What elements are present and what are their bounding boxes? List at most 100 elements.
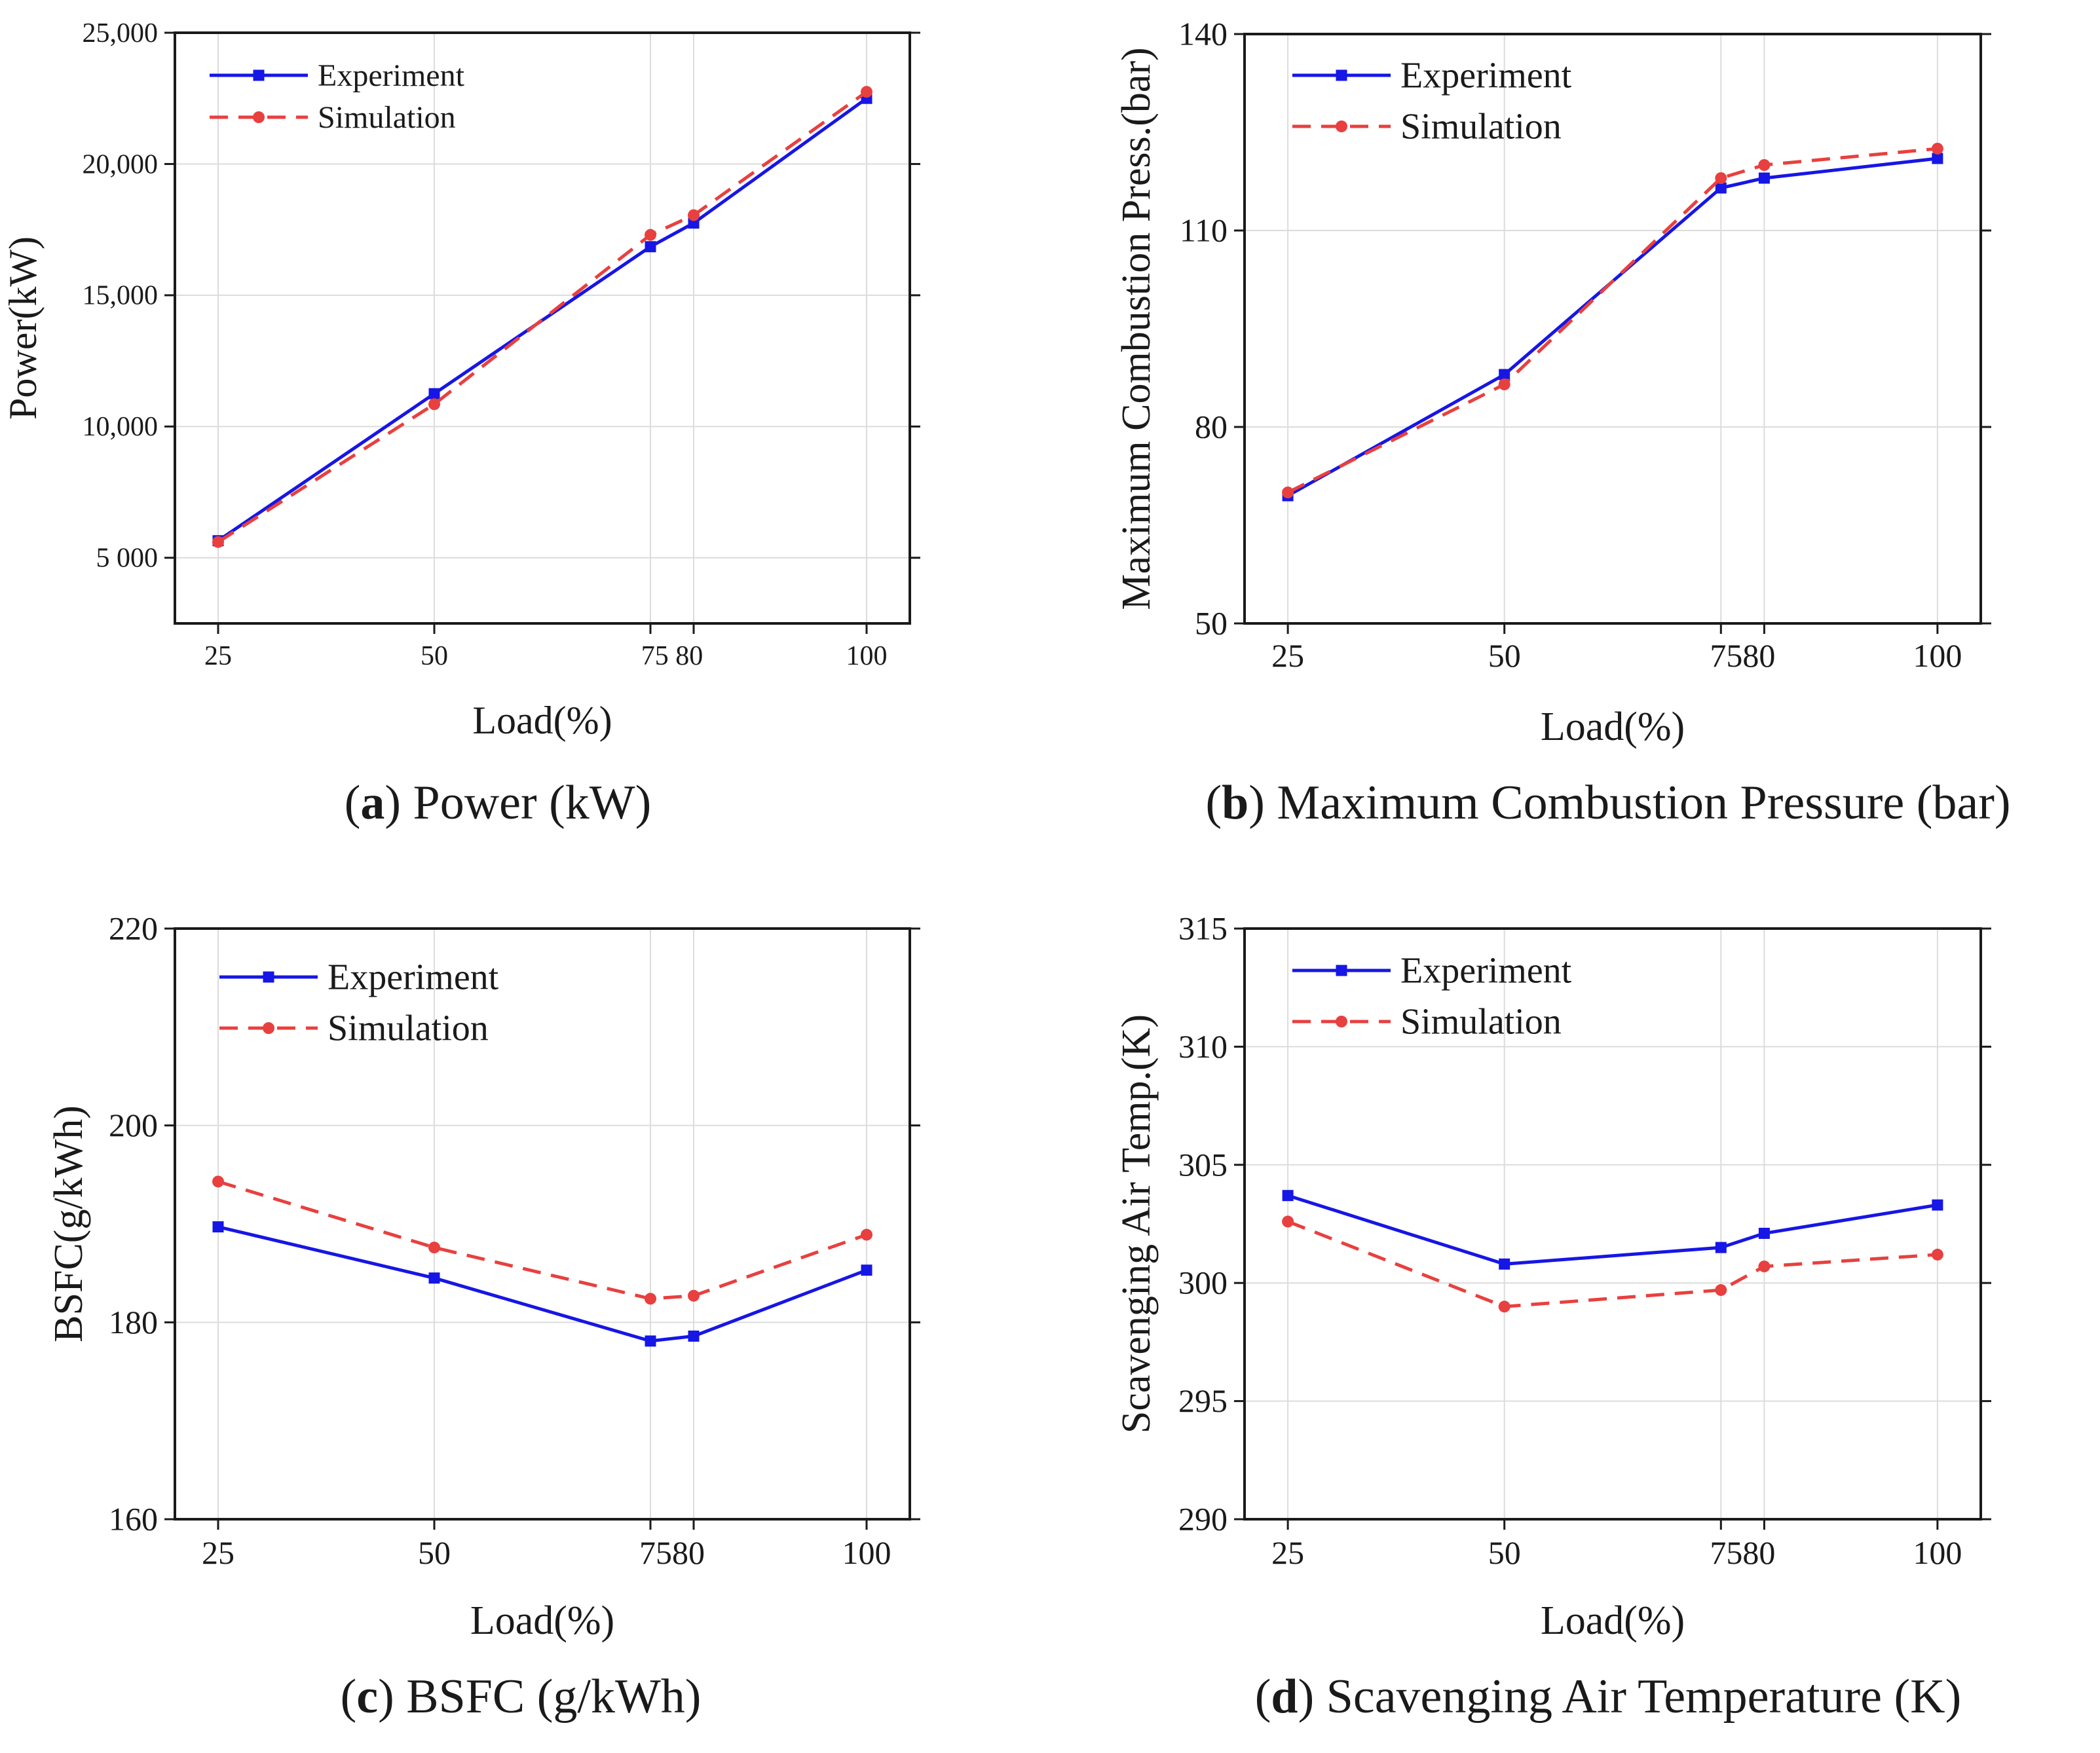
scavenging-x-tick-label: 100	[1913, 1534, 1962, 1571]
chart-panel-power: 25 50 75 80 100 5 000 10,000 15,000 20,000 25,00…	[1, 18, 920, 830]
power-x-axis-label: Load(%)	[472, 699, 612, 742]
scavenging-x-tick-label: 50	[1488, 1534, 1521, 1571]
pressure-legend-simulation-marker	[1336, 120, 1347, 132]
pressure-caption-text: ) Maximum Combustion Pressure (bar)	[1248, 776, 2010, 830]
pressure-caption-letter: b	[1222, 776, 1248, 830]
pressure-legend-experiment-marker	[1336, 69, 1347, 81]
pressure-simulation-point	[1498, 378, 1510, 390]
scavenging-legend-simulation-marker	[1336, 1016, 1347, 1027]
scavenging-experiment-point	[1932, 1199, 1943, 1211]
pressure-experiment-point	[1715, 182, 1727, 194]
scavenging-caption-open-paren: (	[1255, 1670, 1271, 1724]
pressure-caption: (b) Maximum Combustion Pressure (bar)	[1205, 776, 2010, 830]
power-experiment-line	[217, 97, 868, 542]
chart-panel-bsfc: 25 50 7580 100 160 180 200 220 Load(%) BSFC(g/kWh…	[47, 910, 920, 1724]
pressure-experiment-point	[1499, 369, 1510, 380]
power-y-axis-label: Power(kW)	[1, 236, 45, 420]
pressure-x-tick-label: 25	[1271, 637, 1304, 674]
power-caption-text: ) Power (kW)	[384, 776, 651, 830]
scavenging-experiment-line	[1287, 1194, 1938, 1266]
bsfc-x-tick-label: 50	[418, 1534, 451, 1571]
scavenging-y-tick-label: 310	[1178, 1028, 1228, 1065]
bsfc-series-experiment	[212, 1221, 872, 1347]
power-simulation-point	[688, 209, 700, 221]
bsfc-caption: (c) BSFC (g/kWh)	[341, 1670, 702, 1724]
power-caption-open-paren: (	[345, 776, 361, 830]
bsfc-caption-text: ) BSFC (g/kWh)	[378, 1670, 701, 1724]
pressure-x-tick-label: 50	[1488, 637, 1521, 674]
scavenging-legend: Experiment Simulation	[1292, 950, 1572, 1042]
scavenging-experiment-point	[1282, 1190, 1294, 1202]
bsfc-x-axis-label: Load(%)	[470, 1598, 614, 1643]
scavenging-y-tick-label: 300	[1178, 1264, 1228, 1301]
power-y-tick-label: 25,000	[83, 18, 159, 48]
scavenging-simulation-point	[1282, 1215, 1294, 1228]
scavenging-simulation-point	[1931, 1248, 1943, 1261]
scavenging-legend-simulation-label: Simulation	[1400, 1001, 1562, 1042]
bsfc-simulation-point	[645, 1293, 656, 1305]
scavenging-experiment-point	[1758, 1227, 1770, 1239]
scavenging-y-tick-label: 290	[1178, 1501, 1228, 1538]
scavenging-x-tick-label: 7580	[1710, 1534, 1775, 1571]
bsfc-x-tick-label: 100	[842, 1534, 891, 1571]
scavenging-simulation-point	[1498, 1301, 1510, 1313]
power-experiment-point	[428, 388, 440, 399]
pressure-x-tick-label: 7580	[1710, 637, 1775, 674]
bsfc-experiment-point	[645, 1335, 656, 1347]
pressure-x-axis-label: Load(%)	[1541, 705, 1685, 749]
pressure-y-tick-label: 50	[1195, 605, 1228, 642]
power-series-simulation	[212, 86, 872, 548]
bsfc-simulation-point	[688, 1289, 700, 1302]
pressure-experiment-line	[1286, 157, 1938, 498]
scavenging-simulation-point	[1758, 1260, 1771, 1272]
scavenging-x-tick-label: 25	[1271, 1534, 1304, 1571]
bsfc-caption-open-paren: (	[341, 1670, 357, 1724]
bsfc-experiment-point	[861, 1264, 872, 1276]
bsfc-axes-frame	[174, 927, 911, 1521]
pressure-y-tick-label: 140	[1178, 16, 1228, 52]
scavenging-legend-experiment-marker	[1336, 965, 1347, 976]
power-simulation-point	[645, 229, 656, 241]
power-x-tick-label: 75 80	[641, 641, 703, 671]
pressure-caption-open-paren: (	[1205, 776, 1222, 830]
power-y-tick-label: 20,000	[83, 149, 159, 179]
pressure-simulation-point	[1715, 172, 1727, 184]
bsfc-simulation-point	[861, 1228, 872, 1241]
pressure-y-axis-label: Maximum Combustion Press.(bar)	[1114, 47, 1159, 610]
power-y-tick-label: 10,000	[83, 412, 159, 442]
power-simulation-point	[212, 536, 224, 548]
scavenging-y-tick-label: 295	[1178, 1382, 1228, 1419]
power-simulation-point	[428, 398, 440, 411]
pressure-experiment-point	[1932, 153, 1943, 164]
power-x-tick-label: 25	[204, 641, 232, 671]
scavenging-x-axis-label: Load(%)	[1541, 1598, 1685, 1643]
pressure-simulation-point	[1931, 143, 1943, 155]
scavenging-axes-frame	[1243, 927, 1982, 1521]
scavenging-y-axis-label: Scavenging Air Temp.(K)	[1114, 1014, 1159, 1433]
pressure-simulation-point	[1758, 159, 1771, 171]
chart-panel-pressure: 25 50 7580 100 50 80 110 140 Load(%) Maximum Comb…	[1114, 16, 2011, 830]
power-x-tick-label: 50	[421, 641, 448, 671]
bsfc-experiment-point	[212, 1221, 224, 1233]
power-legend-experiment-label: Experiment	[318, 58, 465, 93]
pressure-experiment-point	[1758, 172, 1770, 184]
bsfc-x-tick-label: 7580	[639, 1534, 705, 1571]
pressure-legend-simulation-label: Simulation	[1400, 106, 1562, 147]
scavenging-simulation-point	[1715, 1284, 1727, 1297]
scavenging-y-tick-label: 305	[1178, 1146, 1228, 1183]
pressure-series-simulation	[1282, 143, 1943, 498]
pressure-legend: Experiment Simulation	[1292, 55, 1572, 147]
bsfc-experiment-point	[688, 1330, 700, 1342]
bsfc-legend-simulation-label: Simulation	[328, 1008, 489, 1048]
bsfc-series-simulation	[212, 1175, 872, 1305]
scavenging-caption-text: ) Scavenging Air Temperature (K)	[1298, 1670, 1962, 1724]
power-y-tick-label: 15,000	[83, 281, 159, 311]
power-legend-simulation-label: Simulation	[318, 100, 456, 135]
scavenging-experiment-point	[1499, 1258, 1510, 1270]
power-axes-frame	[174, 31, 911, 625]
bsfc-legend: Experiment Simulation	[219, 957, 499, 1048]
power-experiment-point	[645, 241, 656, 253]
power-legend-experiment-marker	[253, 69, 265, 81]
